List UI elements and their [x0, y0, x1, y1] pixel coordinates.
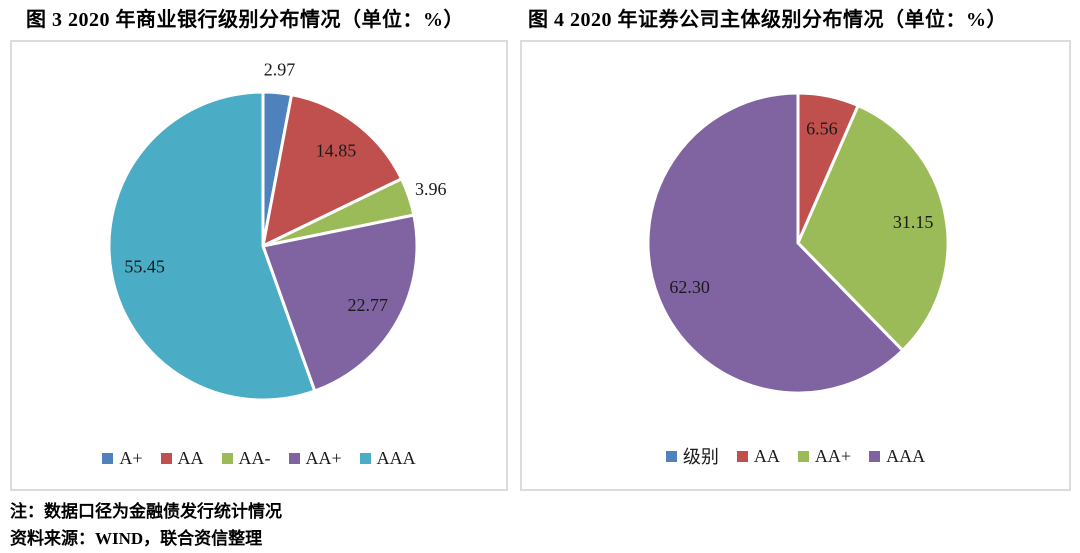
legend-item-AA: AA	[736, 445, 780, 467]
slice-value-label: 14.85	[316, 141, 357, 161]
legend-item-AAA: AAA	[359, 448, 416, 469]
figure3-legend: A+ AA AA- AA+ AAA	[12, 448, 506, 469]
legend-swatch-icon	[160, 453, 172, 464]
legend-item-AA-: AA-	[221, 448, 271, 469]
pie-slice-AAA	[646, 91, 905, 395]
note-line: 注：数据口径为金融债发行统计情况	[10, 502, 282, 521]
legend-label: AA-	[238, 448, 271, 468]
legend-label: 级别	[682, 447, 719, 467]
pie-slice-AAA	[107, 90, 317, 402]
slice-value-label: 6.56	[806, 119, 838, 139]
legend-label: AAA	[886, 445, 926, 466]
figure3-title: 图 3 2020 年商业银行级别分布情况（单位：%）	[26, 9, 464, 31]
legend-swatch-icon	[665, 450, 677, 462]
legend-label: AA	[753, 445, 780, 466]
legend-item-AA+: AA+	[797, 445, 852, 467]
legend-item-AA+: AA+	[288, 448, 342, 469]
legend-label: AA	[177, 448, 204, 468]
pie-slice-AA+	[796, 103, 950, 353]
legend-swatch-icon	[102, 453, 114, 464]
legend-label: AA+	[305, 448, 342, 468]
legend-item-AAA: AAA	[869, 446, 925, 467]
figure3-panel: 2.97 14.85 3.96 22.77 55.45 A+ AA AA- AA+ AAA	[10, 40, 508, 491]
slice-value-label: 55.45	[124, 257, 165, 277]
legend-item-A+: A+	[102, 448, 143, 469]
legend-item-AA: AA	[160, 448, 204, 469]
legend-swatch-icon	[221, 453, 233, 464]
legend-label: A+	[119, 448, 143, 468]
slice-value-label: 2.97	[264, 60, 296, 80]
figure4-title: 图 4 2020 年证券公司主体级别分布情况（单位：%）	[528, 9, 1007, 31]
legend-swatch-icon	[359, 453, 371, 464]
figure4-legend: 级别 AA AA+ AAA	[522, 443, 1069, 469]
legend-swatch-icon	[869, 450, 881, 462]
figure4-panel: 6.56 31.15 62.30 级别 AA AA+ AAA	[520, 40, 1071, 491]
legend-item-级别: 级别	[665, 443, 719, 469]
figure4-pie-chart: 6.56 31.15 62.30	[646, 91, 950, 395]
figure3-pie-chart: 2.97 14.85 3.96 22.77 55.45	[107, 60, 447, 402]
slice-value-label: 31.15	[893, 212, 934, 232]
source-line: 资料来源：WIND，联合资信整理	[10, 529, 263, 548]
legend-swatch-icon	[288, 453, 300, 464]
slice-value-label: 62.30	[669, 277, 710, 297]
legend-label: AA+	[814, 445, 852, 466]
pie-slice-AA	[260, 92, 404, 249]
legend-label: AAA	[376, 448, 416, 468]
legend-swatch-icon	[736, 450, 748, 462]
legend-swatch-icon	[797, 450, 809, 462]
slice-value-label: 22.77	[347, 295, 388, 315]
slice-value-label: 3.96	[415, 179, 447, 199]
pie-slice-AA+	[261, 213, 419, 393]
